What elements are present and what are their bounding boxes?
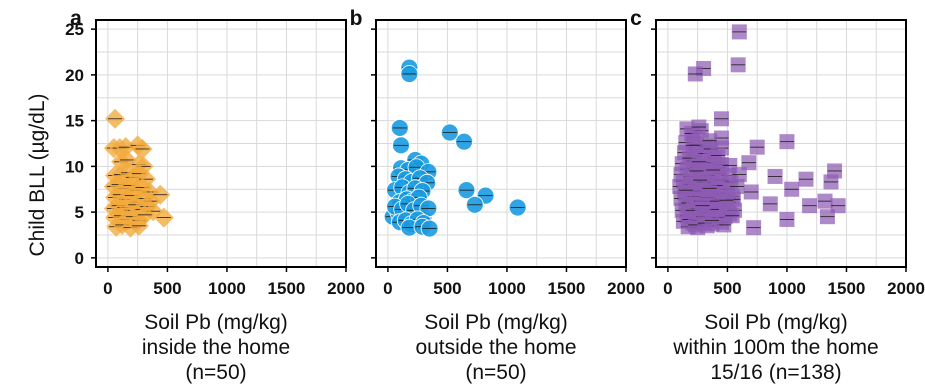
plot-frame: [375, 19, 627, 268]
x-tick-label: 1000: [208, 279, 246, 298]
x-axis-title-line: Soil Pb (mg/kg): [424, 311, 568, 334]
panel-letter: a: [70, 7, 82, 30]
panel-letter: b: [350, 7, 363, 30]
x-axis-title-line: within 100m the home: [672, 336, 878, 359]
x-tick-label: 500: [713, 279, 741, 298]
y-tick-label: 15: [65, 112, 84, 131]
plot-frame: [655, 19, 907, 268]
data-points: [672, 24, 846, 236]
y-tick-label: 5: [75, 203, 84, 222]
x-tick-label: 1000: [768, 279, 806, 298]
y-tick-label: 0: [75, 249, 84, 268]
panel-letter: c: [630, 7, 642, 30]
x-axis-title-line: 15/16 (n=138): [710, 361, 841, 384]
y-tick-label: 10: [65, 157, 84, 176]
x-axis-title-line: (n=50): [465, 361, 526, 384]
x-axis-title-line: outside the home: [415, 336, 576, 359]
x-axis-title-line: inside the home: [142, 336, 290, 359]
x-tick-label: 1000: [488, 279, 526, 298]
panel-a: 0 500 1000 1500 2000 0 5 10 15 20 25a Soil Pb (mg/k…: [65, 7, 365, 384]
x-axis-title-line: Soil Pb (mg/kg): [144, 311, 288, 334]
plot-frame: [95, 19, 347, 268]
x-tick-label: 2000: [607, 279, 645, 298]
x-tick-label: 1500: [828, 279, 866, 298]
data-points: [383, 58, 527, 238]
x-tick-label: 500: [433, 279, 461, 298]
x-tick-label: 1500: [548, 279, 586, 298]
x-tick-label: 1500: [268, 279, 306, 298]
panel-c: 0 500 1000 1500 2000 c Soil Pb (mg/kg)within 1…: [630, 7, 925, 384]
x-tick-label: 2000: [327, 279, 365, 298]
data-points: [103, 108, 174, 238]
panel-b: 0 500 1000 1500 2000 b Soil Pb (mg/kg)outside …: [350, 7, 645, 384]
x-axis-title-line: (n=50): [185, 361, 246, 384]
x-tick-label: 0: [383, 279, 392, 298]
x-tick-label: 0: [103, 279, 112, 298]
x-tick-label: 0: [663, 279, 672, 298]
y-tick-label: 25: [65, 20, 84, 39]
y-tick-label: 20: [65, 66, 84, 85]
x-tick-label: 500: [153, 279, 181, 298]
y-axis-title: Child BLL (µg/dL): [26, 93, 49, 256]
x-axis-title-line: Soil Pb (mg/kg): [704, 311, 848, 334]
x-tick-label: 2000: [887, 279, 925, 298]
